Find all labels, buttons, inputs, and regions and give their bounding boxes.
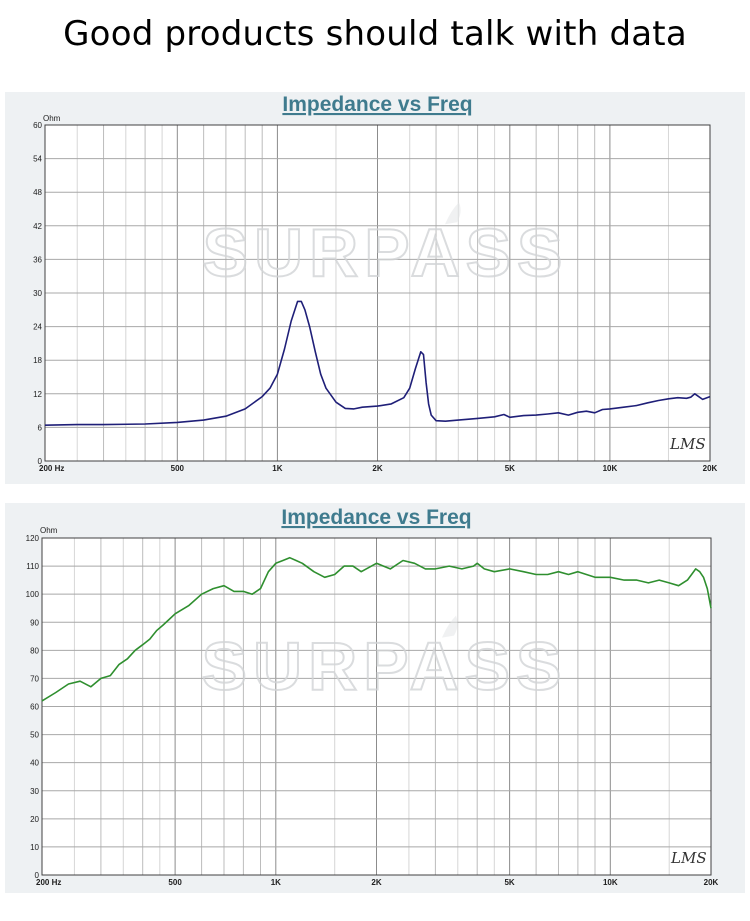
x-tick-label: 2K (371, 878, 381, 887)
x-tick-label: 1K (271, 878, 281, 887)
impedance-curve (41, 556, 712, 702)
y-tick-label: 48 (33, 188, 42, 197)
y-tick-label: 110 (26, 562, 39, 571)
y-tick-label: 20 (30, 815, 39, 824)
y-tick-label: 60 (30, 703, 39, 712)
chart-title: Impedance vs Freq (282, 93, 472, 116)
y-tick-label: 36 (33, 255, 42, 264)
y-tick-label: 18 (33, 356, 42, 365)
y-tick-label: 50 (30, 731, 39, 740)
x-tick-label: 200 Hz (36, 878, 61, 887)
y-tick-label: 12 (33, 390, 42, 399)
y-tick-label: 120 (26, 534, 40, 543)
y-tick-label: 54 (33, 155, 42, 164)
y-tick-label: 80 (30, 646, 39, 655)
plot-frame (41, 537, 712, 876)
watermark-star (442, 615, 458, 638)
lms-badge: LMS (670, 849, 707, 867)
y-tick-label: 24 (33, 323, 42, 332)
y-axis-unit: Ohm (43, 114, 61, 123)
y-axis-unit: Ohm (40, 526, 58, 535)
chart-panel-1: 60 54 48 42 36 30 24 18 12 6 0 200 Hz 500 1K 2K 5K 10K 20… (5, 92, 745, 484)
y-tick-label: 100 (26, 590, 40, 599)
x-tick-label: 20K (703, 464, 718, 473)
x-tick-label: 10K (603, 878, 618, 887)
x-tick-label: 5K (505, 464, 515, 473)
x-tick-label: 1K (272, 464, 282, 473)
y-tick-label: 30 (33, 289, 42, 298)
impedance-curve (44, 300, 711, 426)
chart-title: Impedance vs Freq (281, 506, 471, 529)
y-tick-label: 6 (38, 423, 43, 432)
x-tick-label: 200 Hz (39, 464, 64, 473)
x-tick-label: 2K (372, 464, 382, 473)
y-tick-label: 0 (38, 457, 43, 466)
y-tick-label: 30 (30, 787, 39, 796)
lms-badge: LMS (669, 435, 706, 453)
y-tick-label: 60 (33, 121, 42, 130)
chart-panel-2: 120 110 100 90 80 70 60 50 40 30 20 10 0 200 Hz 500 1K 2… (5, 503, 745, 893)
watermark-logo: SURPASS (202, 629, 568, 705)
watermark-logo: SURPASS (203, 215, 569, 291)
page-headline: Good products should talk with data (63, 14, 687, 54)
y-tick-label: 90 (30, 618, 39, 627)
x-tick-label: 20K (704, 878, 719, 887)
y-tick-label: 70 (30, 674, 39, 683)
watermark-star (445, 202, 461, 225)
plot-frame (44, 124, 711, 462)
x-tick-label: 500 (171, 464, 185, 473)
y-tick-label: 10 (30, 843, 39, 852)
y-tick-label: 42 (33, 222, 42, 231)
y-tick-label: 0 (35, 871, 40, 880)
x-tick-label: 500 (168, 878, 182, 887)
x-tick-label: 10K (603, 464, 618, 473)
x-tick-label: 5K (504, 878, 514, 887)
y-tick-label: 40 (30, 759, 39, 768)
